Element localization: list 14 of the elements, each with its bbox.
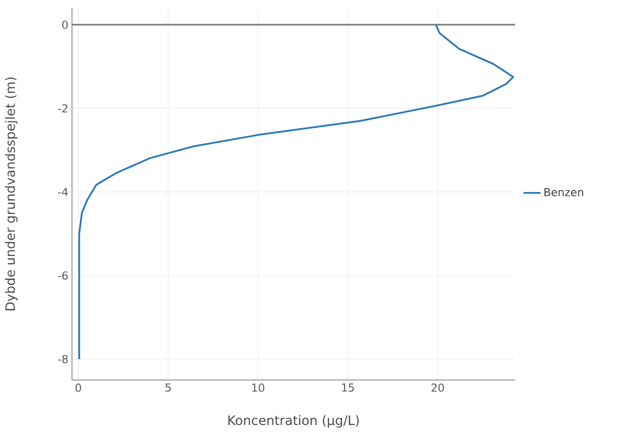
x-tick-label: 5 [166,384,171,392]
y-tick-label: -2 [58,104,68,112]
y-tick-label: -6 [58,271,68,280]
x-tick-label: 10 [252,384,264,392]
x-tick-label: 15 [342,384,354,392]
x-tick-label: 0 [76,384,82,392]
y-tick-label: -8 [58,354,68,364]
y-tick-label: 0 [62,20,68,29]
y-tick-label: -4 [58,188,68,196]
line-series [78,24,514,360]
legend-label: Benzen [544,188,584,196]
y-axis-title: Dybde under grundvandsspejlet (m) [4,78,18,310]
x-tick-label: 20 [432,384,444,392]
x-axis-title: Koncentration (µg/L) [228,415,359,428]
